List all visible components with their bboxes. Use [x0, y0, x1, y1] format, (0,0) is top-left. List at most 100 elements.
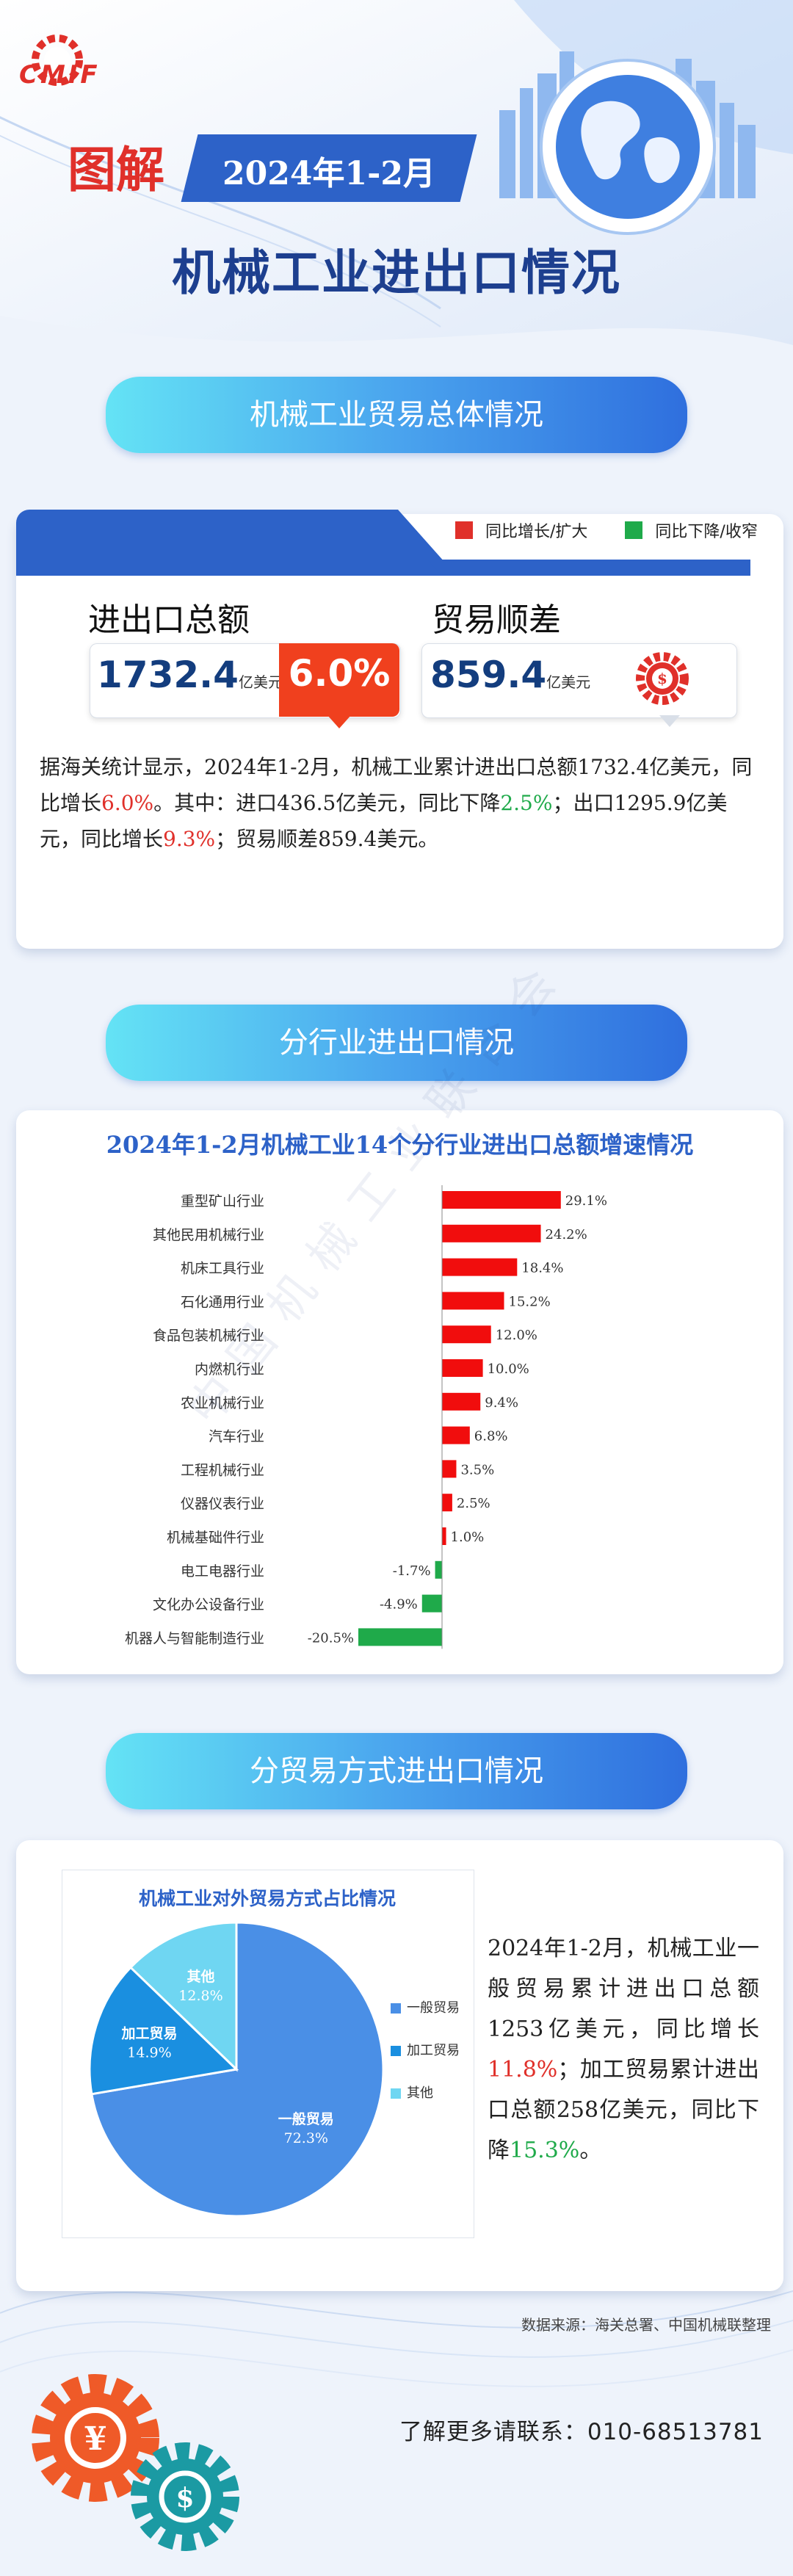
bar-value-label: 18.4% — [521, 1261, 563, 1276]
processing-trade-drop: 15.3% — [510, 2138, 580, 2163]
bar-value-label: 1.0% — [451, 1530, 485, 1545]
surplus-pointer — [659, 715, 680, 727]
bar — [442, 1527, 446, 1545]
total-trade-unit: 亿美元 — [238, 673, 283, 691]
industry-chart-title: 2024年1-2月机械工业14个分行业进出口总额增速情况 — [106, 1131, 694, 1159]
surplus-label: 贸易顺差 — [432, 601, 561, 639]
bar-category-label: 内燃机行业 — [195, 1361, 264, 1378]
section-industry-title: 分行业进出口情况 — [106, 1005, 687, 1081]
contact-info: 了解更多请联系：010-68513781 — [399, 2419, 764, 2445]
bar — [435, 1560, 442, 1579]
bar — [442, 1224, 541, 1242]
trade-mode-text-2: ；加工贸易累计进出口总额258亿美元，同比下降 — [488, 2057, 759, 2163]
bar-category-label: 机器人与智能制造行业 — [125, 1630, 264, 1646]
pie-legend-label: 加工贸易 — [407, 2043, 460, 2058]
bar-value-label: 9.4% — [485, 1395, 518, 1411]
bar-value-label: 24.2% — [546, 1227, 587, 1242]
svg-text:$: $ — [175, 2483, 194, 2514]
bar — [421, 1594, 442, 1613]
section-overall-title: 机械工业贸易总体情况 — [106, 377, 687, 453]
bar — [442, 1258, 518, 1276]
trade-mode-description: 2024年1-2月，机械工业一般贸易累计进出口总额1253亿美元，同比增长 11.… — [488, 1928, 759, 2171]
bar-category-label: 电工电器行业 — [181, 1563, 264, 1580]
total-growth-value: 6.0% — [288, 652, 391, 695]
bar-category-label: 农业机械行业 — [181, 1395, 264, 1411]
logo-text: CMIF — [19, 60, 101, 90]
bar-category-label: 食品包装机械行业 — [153, 1328, 264, 1344]
surplus-value: 859.4 — [430, 654, 547, 696]
surplus-value-row: 859.4亿美元 — [430, 654, 590, 696]
bar — [442, 1494, 452, 1512]
bar — [358, 1628, 442, 1646]
bar-value-label: 10.0% — [488, 1361, 529, 1377]
pie-legend-label: 其他 — [407, 2085, 433, 2101]
legend-down-swatch — [625, 521, 643, 539]
bar — [442, 1359, 483, 1377]
svg-text:¥: ¥ — [84, 2420, 107, 2458]
industry-bar-chart: 重型矿山行业 29.1% 其他民用机械行业 24.2% 机床工具行业 18.4% 石化通用行… — [125, 1185, 607, 1649]
pie-slice-label: 其他 — [187, 1968, 214, 1985]
pie-slice — [88, 1966, 239, 2096]
bar-category-label: 机械基础件行业 — [167, 1530, 264, 1546]
legend-up-label: 同比增长/扩大 — [485, 523, 588, 541]
date-label: 2024年1-2月 — [222, 155, 435, 192]
bar-category-label: 石化通用行业 — [181, 1294, 264, 1310]
bar-value-label: 12.0% — [496, 1328, 537, 1343]
currency-gears-icon: ¥ $ — [32, 2374, 239, 2551]
pie-legend-swatch — [391, 2003, 401, 2014]
general-trade-growth: 11.8% — [488, 2057, 558, 2083]
bar-category-label: 机床工具行业 — [181, 1261, 264, 1277]
bar-category-label: 文化办公设备行业 — [153, 1597, 264, 1613]
pie-legend-swatch — [391, 2088, 401, 2099]
bar — [442, 1460, 457, 1478]
pie-legend-swatch — [391, 2046, 401, 2056]
bar-value-label: 15.2% — [509, 1294, 551, 1309]
bar-value-label: 29.1% — [565, 1193, 607, 1209]
total-trade-value-row: 1732.4亿美元 — [97, 654, 283, 696]
pie-slice-label: 一般贸易 — [278, 2110, 334, 2127]
bar-category-label: 仪器仪表行业 — [181, 1496, 264, 1512]
pie-value-label: 14.9% — [127, 2045, 171, 2061]
bar — [442, 1392, 481, 1411]
overall-description: 据海关统计显示，2024年1-2月，机械工业累计进出口总额1732.4亿美元，同… — [40, 749, 763, 857]
bar-category-label: 工程机械行业 — [181, 1462, 264, 1478]
section-trade-mode-title: 分贸易方式进出口情况 — [106, 1733, 687, 1809]
export-growth: 9.3% — [163, 827, 216, 851]
total-growth-badge — [279, 643, 399, 717]
overall-card-banner-shade — [427, 560, 750, 576]
pie-slice-label: 加工贸易 — [120, 2025, 177, 2042]
page-title: 机械工业进出口情况 — [172, 245, 621, 301]
infographic-tag: 图解 — [68, 142, 164, 198]
industry-card — [16, 1110, 783, 1674]
gear-logo-icon — [32, 35, 83, 86]
pie-slice — [128, 1921, 238, 2072]
brand-logo: CMIF — [13, 22, 123, 95]
bar-value-label: -1.7% — [393, 1563, 431, 1579]
overall-growth: 6.0% — [101, 791, 154, 815]
bar-value-label: -20.5% — [308, 1630, 354, 1646]
bar-category-label: 汽车行业 — [209, 1429, 264, 1445]
globe-city-icon — [499, 51, 756, 235]
chart-legend: 同比增长/扩大 同比下降/收窄 — [455, 518, 758, 542]
bar-value-label: 3.5% — [460, 1462, 494, 1477]
bar-category-label: 其他民用机械行业 — [153, 1227, 264, 1243]
overall-card-banner — [16, 510, 457, 576]
svg-text:$: $ — [657, 670, 667, 687]
trade-mode-text-1: 2024年1-2月，机械工业一般贸易累计进出口总额1253亿美元，同比增长 — [488, 1936, 759, 2042]
pie-legend-label: 一般贸易 — [407, 2000, 460, 2016]
bar-value-label: -4.9% — [380, 1597, 418, 1613]
trade-mode-text-3: 。 — [579, 2138, 602, 2163]
total-growth-pointer — [327, 715, 351, 728]
bar — [442, 1325, 491, 1344]
bar-category-label: 重型矿山行业 — [181, 1193, 264, 1209]
overall-text-4: ；贸易顺差859.4美元。 — [215, 827, 439, 851]
overall-card — [16, 514, 783, 949]
bar-value-label: 2.5% — [457, 1496, 490, 1511]
trade-mode-chart-title: 机械工业对外贸易方式占比情况 — [138, 1888, 396, 1909]
bar-value-label: 6.8% — [474, 1429, 508, 1444]
pie-value-label: 72.3% — [284, 2130, 328, 2146]
bar — [442, 1426, 470, 1444]
surplus-unit: 亿美元 — [546, 673, 591, 691]
overall-text-2: 。其中：进口436.5亿美元，同比下降 — [153, 791, 501, 815]
